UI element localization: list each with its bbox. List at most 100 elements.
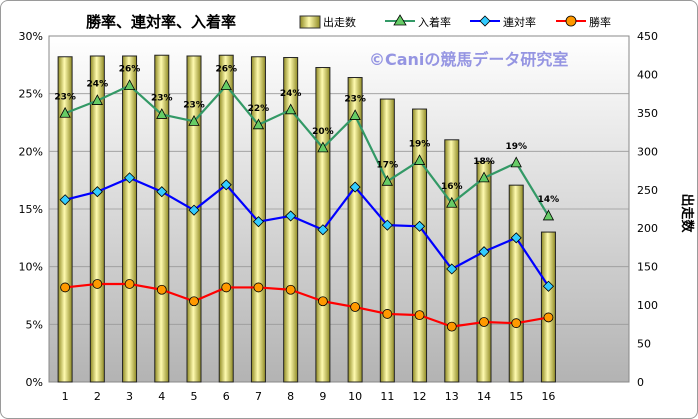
y-right-tick-label: 250 <box>637 184 658 197</box>
x-tick-label: 10 <box>348 390 362 403</box>
data-point <box>91 94 103 105</box>
data-label: 24% <box>87 80 109 90</box>
data-point <box>317 141 329 153</box>
data-point <box>510 232 522 244</box>
data-point <box>285 103 297 115</box>
data-point <box>478 246 490 258</box>
y-left-tick-label: 15% <box>19 203 43 216</box>
data-label: 24% <box>280 89 302 99</box>
data-point <box>479 317 489 327</box>
bar <box>154 54 170 383</box>
data-label: 26% <box>215 65 237 75</box>
legend-item-line-0: 入着率 <box>385 14 451 29</box>
data-label: 14% <box>538 195 560 205</box>
data-label: 19% <box>505 142 527 152</box>
x-tick-label: 13 <box>445 390 459 403</box>
y-right-tick-label: 100 <box>637 299 658 312</box>
y-left-tick-label: 0% <box>26 376 43 389</box>
x-tick-label: 3 <box>126 390 133 403</box>
data-point <box>413 220 426 232</box>
data-label: 23% <box>54 92 76 102</box>
data-point <box>188 114 200 126</box>
data-point <box>221 282 232 293</box>
data-label: 22% <box>248 104 270 114</box>
y-right-tick-label: 400 <box>637 68 658 81</box>
data-point <box>92 279 103 289</box>
axes: 0% 5% 10% 15% 20% 25% 30% 0 50 100 150 200 250 300 350… <box>19 30 658 403</box>
legend-item-bar: 出走数 <box>299 15 356 29</box>
data-point <box>478 171 490 183</box>
data-point <box>123 79 136 90</box>
data-point <box>382 309 393 319</box>
bar <box>89 55 105 383</box>
bar <box>379 98 395 383</box>
x-tick-label: 15 <box>509 390 523 403</box>
y-right-tick-label: 350 <box>637 107 658 120</box>
y-left-tick-label: 20% <box>19 145 43 158</box>
data-point <box>285 210 297 222</box>
data-point <box>124 279 135 289</box>
data-point <box>349 181 361 193</box>
legend-label-line-1: 連対率 <box>503 15 536 29</box>
x-tick-label: 6 <box>223 390 230 403</box>
watermark: ©Caniの競馬データ研究室 <box>369 50 568 69</box>
bar <box>122 55 138 383</box>
data-point <box>285 284 296 295</box>
x-tick-label: 16 <box>541 390 555 403</box>
data-point <box>446 196 458 208</box>
data-point <box>59 194 71 206</box>
bar <box>57 56 73 383</box>
data-label: 18% <box>473 157 495 167</box>
series-line <box>64 84 550 217</box>
y-right-tick-label: 150 <box>637 261 658 274</box>
data-label: 19% <box>409 140 431 150</box>
data-label: 23% <box>344 95 366 105</box>
x-tick-label: 14 <box>477 390 491 403</box>
y-right-axis-label: 出走数 <box>679 193 695 233</box>
data-point <box>542 280 555 292</box>
data-label: 17% <box>377 160 399 170</box>
data-point <box>156 186 168 198</box>
series-line <box>64 282 549 328</box>
x-tick-label: 2 <box>94 390 101 403</box>
data-point <box>156 284 167 295</box>
data-point <box>510 156 522 168</box>
y-right-tick-label: 450 <box>637 30 658 43</box>
data-point <box>317 296 328 307</box>
data-point <box>91 186 103 198</box>
y-left-tick-label: 30% <box>19 30 43 43</box>
data-point <box>381 174 393 186</box>
legend-label-line-0: 入着率 <box>418 15 451 29</box>
bar <box>508 184 524 383</box>
data-point <box>252 216 265 228</box>
data-point <box>446 321 457 332</box>
x-tick-label: 5 <box>191 390 198 403</box>
data-point <box>414 310 425 321</box>
data-point <box>317 224 329 236</box>
data-point <box>189 296 199 307</box>
x-tick-label: 12 <box>413 390 427 403</box>
data-point <box>350 302 361 312</box>
bar <box>412 108 428 383</box>
gridlines <box>49 93 629 325</box>
y-left-tick-label: 5% <box>26 318 43 331</box>
bar <box>540 231 556 383</box>
data-point <box>220 79 232 90</box>
series-line <box>64 176 550 287</box>
legend-label-line-2: 勝率 <box>589 15 611 29</box>
data-point <box>511 318 522 329</box>
data-point <box>60 282 71 293</box>
data-point <box>188 204 200 216</box>
line-series: 23% 24% 26% 23% 23% 26% 22% 24% 20% 23% 17% 19% 16% 1… <box>54 65 559 332</box>
data-point <box>381 219 393 231</box>
x-tick-label: 11 <box>380 390 394 403</box>
data-point <box>349 109 361 120</box>
x-tick-label: 9 <box>319 390 326 403</box>
data-point <box>252 118 265 130</box>
x-tick-label: 8 <box>287 390 294 403</box>
data-point <box>446 263 458 275</box>
y-right-tick-label: 50 <box>637 338 651 351</box>
legend-label-bar: 出走数 <box>323 15 356 29</box>
data-point <box>543 312 554 323</box>
y-right-tick-label: 0 <box>637 376 644 389</box>
